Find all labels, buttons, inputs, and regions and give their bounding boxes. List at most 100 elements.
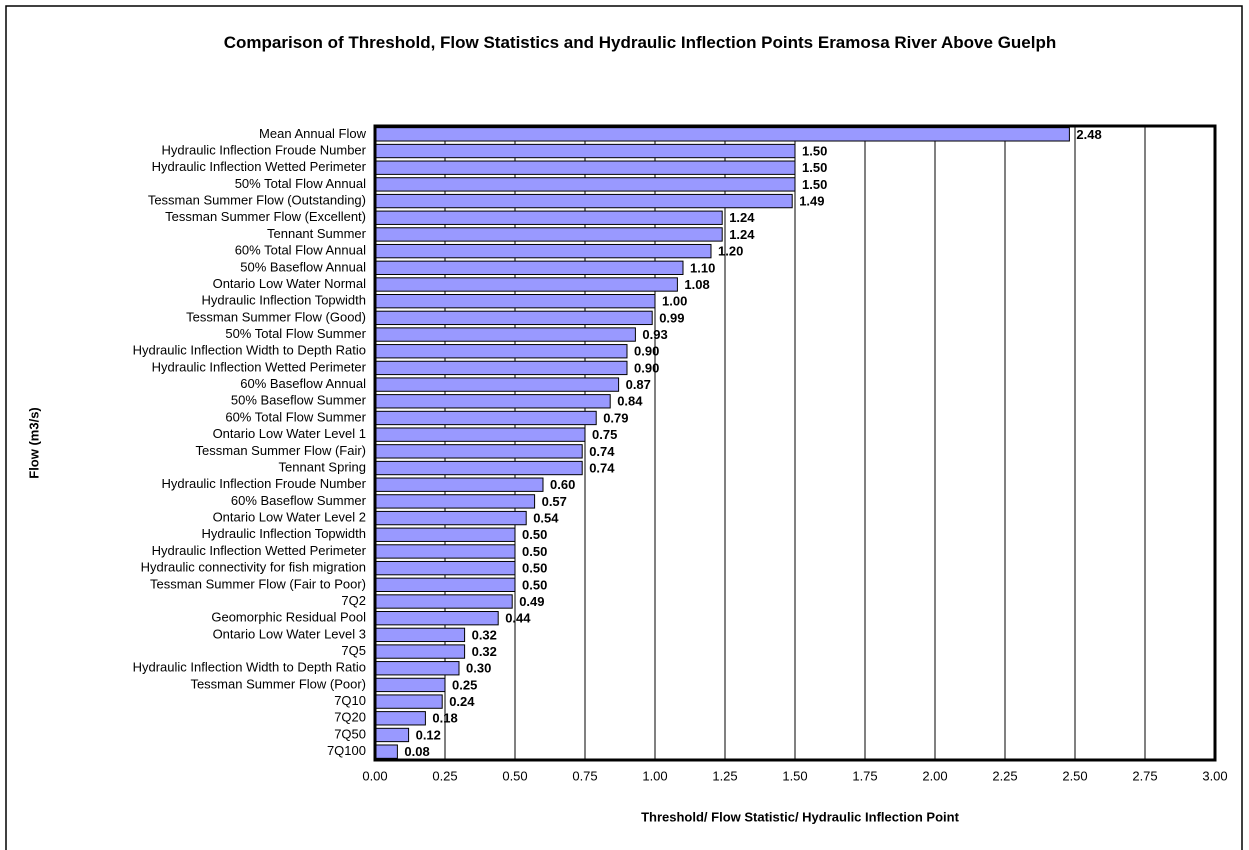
bar bbox=[374, 444, 583, 459]
x-tick-label: 2.00 bbox=[922, 768, 947, 783]
y-tick-label: 7Q5 bbox=[341, 643, 366, 658]
y-tick-label: Geomorphic Residual Pool bbox=[211, 610, 366, 625]
bar bbox=[374, 127, 1070, 142]
value-label: 0.24 bbox=[449, 694, 475, 709]
bar bbox=[374, 360, 628, 376]
y-tick-label: Tessman Summer Flow (Outstanding) bbox=[148, 193, 366, 208]
y-tick-label: Ontario Low Water Level 3 bbox=[213, 626, 366, 641]
x-tick-label: 0.00 bbox=[362, 768, 387, 783]
value-label: 2.48 bbox=[1076, 127, 1101, 142]
bar bbox=[374, 294, 656, 309]
y-axis-label: Flow (m3/s) bbox=[26, 407, 41, 479]
bar bbox=[374, 460, 583, 476]
value-label: 0.57 bbox=[542, 494, 567, 509]
y-tick-label: Hydraulic Inflection Topwidth bbox=[201, 293, 366, 308]
bar bbox=[374, 143, 796, 159]
y-tick-label: 7Q10 bbox=[334, 693, 366, 708]
y-tick-label: 60% Baseflow Annual bbox=[240, 376, 366, 391]
value-label: 0.54 bbox=[533, 511, 559, 526]
bar bbox=[374, 477, 544, 492]
y-tick-label: Tennant Spring bbox=[279, 459, 366, 474]
value-label: 0.44 bbox=[505, 611, 531, 626]
bar bbox=[374, 160, 796, 175]
value-label: 0.75 bbox=[592, 427, 617, 442]
y-tick-label: Tessman Summer Flow (Fair) bbox=[196, 443, 366, 458]
bar bbox=[374, 694, 443, 709]
x-tick-label: 2.25 bbox=[992, 768, 1017, 783]
y-tick-label: 60% Total Flow Summer bbox=[225, 409, 366, 424]
value-label: 0.93 bbox=[642, 327, 667, 342]
x-tick-label: 2.50 bbox=[1062, 768, 1087, 783]
value-label: 0.50 bbox=[522, 544, 547, 559]
bar bbox=[374, 661, 460, 676]
value-label: 0.74 bbox=[589, 460, 615, 475]
y-tick-label: Hydraulic Inflection Froude Number bbox=[162, 476, 367, 491]
y-tick-label: 7Q100 bbox=[327, 743, 366, 758]
bar bbox=[374, 644, 466, 659]
bar bbox=[374, 177, 796, 192]
value-label: 0.60 bbox=[550, 477, 575, 492]
bar bbox=[374, 327, 636, 342]
value-label: 0.99 bbox=[659, 310, 684, 325]
value-label: 0.87 bbox=[626, 377, 651, 392]
bar bbox=[374, 560, 516, 576]
x-tick-label: 1.25 bbox=[712, 768, 737, 783]
x-tick-label: 0.25 bbox=[432, 768, 457, 783]
y-tick-label: Mean Annual Flow bbox=[259, 126, 367, 141]
y-tick-label: Hydraulic Inflection Topwidth bbox=[201, 526, 366, 541]
bar bbox=[374, 394, 611, 409]
x-tick-label: 1.75 bbox=[852, 768, 877, 783]
value-label: 1.10 bbox=[690, 260, 715, 275]
bar bbox=[374, 427, 586, 442]
bar bbox=[374, 260, 684, 275]
value-label: 0.49 bbox=[519, 594, 544, 609]
value-label: 0.32 bbox=[472, 644, 497, 659]
bar bbox=[374, 227, 723, 242]
bar bbox=[374, 510, 527, 526]
bar bbox=[374, 527, 516, 542]
value-label: 0.30 bbox=[466, 661, 491, 676]
x-tick-label: 1.50 bbox=[782, 768, 807, 783]
y-tick-label: Ontario Low Water Normal bbox=[213, 276, 367, 291]
bar bbox=[374, 627, 466, 643]
value-label: 0.32 bbox=[472, 627, 497, 642]
value-label: 1.50 bbox=[802, 143, 827, 158]
y-tick-label: 60% Total Flow Annual bbox=[235, 243, 366, 258]
value-label: 0.12 bbox=[416, 727, 441, 742]
y-tick-label: Tessman Summer Flow (Excellent) bbox=[165, 209, 366, 224]
bar bbox=[374, 727, 410, 743]
value-label: 0.18 bbox=[432, 711, 457, 726]
y-tick-label: 50% Total Flow Annual bbox=[235, 176, 366, 191]
y-tick-label: Tennant Summer bbox=[267, 226, 367, 241]
bar bbox=[374, 410, 597, 426]
bar bbox=[374, 193, 793, 209]
bar bbox=[374, 210, 723, 225]
value-label: 0.79 bbox=[603, 410, 628, 425]
value-label: 0.50 bbox=[522, 561, 547, 576]
bar bbox=[374, 594, 513, 609]
x-tick-label: 1.00 bbox=[642, 768, 667, 783]
y-tick-label: Ontario Low Water Level 1 bbox=[213, 426, 366, 441]
bar bbox=[374, 577, 516, 592]
value-label: 0.25 bbox=[452, 677, 477, 692]
y-tick-label: Hydraulic Inflection Width to Depth Rati… bbox=[133, 343, 366, 358]
value-label: 1.50 bbox=[802, 177, 827, 192]
y-tick-label: Tessman Summer Flow (Fair to Poor) bbox=[150, 576, 366, 591]
value-label: 1.00 bbox=[662, 294, 687, 309]
bar bbox=[374, 310, 653, 326]
y-tick-label: 7Q20 bbox=[334, 710, 366, 725]
y-tick-label: 50% Baseflow Annual bbox=[240, 259, 366, 274]
y-tick-label: Hydraulic Inflection Wetted Perimeter bbox=[152, 543, 367, 558]
value-label: 0.08 bbox=[404, 744, 429, 759]
x-axis-label: Threshold/ Flow Statistic/ Hydraulic Inf… bbox=[641, 809, 959, 824]
y-tick-label: 7Q2 bbox=[341, 593, 366, 608]
y-tick-label: Tessman Summer Flow (Good) bbox=[186, 309, 366, 324]
x-tick-label: 2.75 bbox=[1132, 768, 1157, 783]
value-label: 0.84 bbox=[617, 394, 643, 409]
value-label: 1.24 bbox=[729, 210, 755, 225]
value-label: 1.49 bbox=[799, 194, 824, 209]
value-label: 0.74 bbox=[589, 444, 615, 459]
bar bbox=[374, 377, 620, 392]
